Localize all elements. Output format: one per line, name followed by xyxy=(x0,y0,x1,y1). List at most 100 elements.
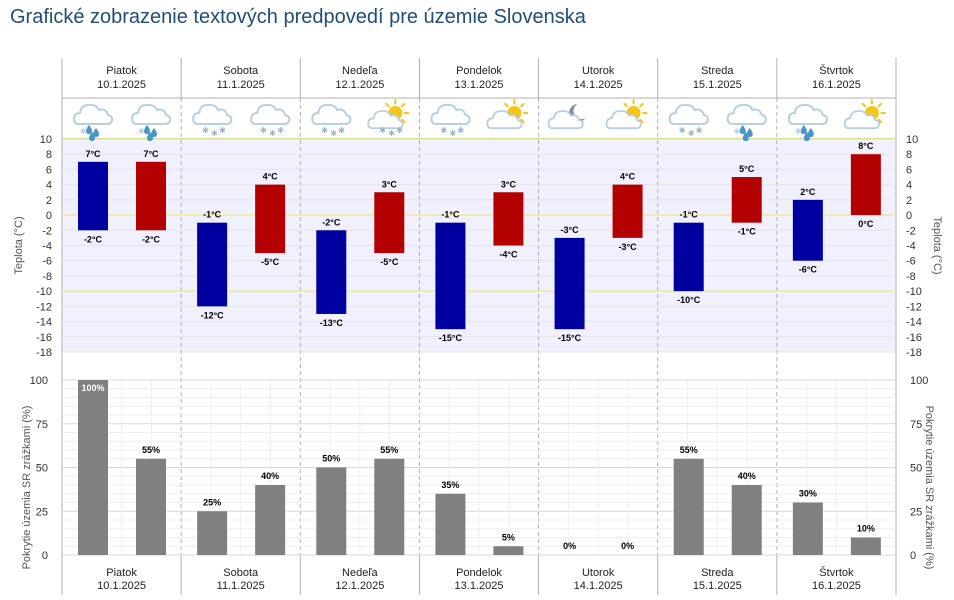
day-date-footer: 12.1.2025 xyxy=(335,580,384,592)
day-name-footer: Piatok xyxy=(106,567,137,579)
precipitation-bar xyxy=(493,546,524,555)
temperature-tick-right: 0 xyxy=(906,210,912,222)
snow-flake: ✱ xyxy=(277,126,284,135)
rain-drop xyxy=(86,125,92,134)
day-name-footer: Štvrtok xyxy=(819,566,854,579)
precipitation-tick-left: 25 xyxy=(36,506,48,518)
precipitation-tick-left: 100 xyxy=(30,375,48,387)
temperature-tick-right: -16 xyxy=(906,332,922,344)
min-temperature-bar xyxy=(673,222,704,292)
temperature-label-bottom: -6°C xyxy=(799,265,818,275)
temperature-tick-left: -2 xyxy=(42,225,52,237)
sun-cloud-icon xyxy=(605,99,648,130)
temperature-label-top: -3°C xyxy=(561,225,580,235)
cloud-rain-icon: ✱ xyxy=(73,103,114,141)
precipitation-bar xyxy=(792,502,823,555)
day-name-footer: Utorok xyxy=(582,567,615,579)
snow-flake: ✱ xyxy=(138,127,145,136)
min-temperature-bar xyxy=(316,230,347,314)
temperature-label-top: 7°C xyxy=(85,149,101,159)
sun-ray xyxy=(504,102,509,108)
cloud-shape xyxy=(787,103,829,125)
snow-flake: ✱ xyxy=(795,127,802,136)
rain-drop xyxy=(739,125,746,134)
temperature-tick-right: -2 xyxy=(906,225,916,237)
precipitation-label: 30% xyxy=(799,489,817,499)
day-date-header: 15.1.2025 xyxy=(693,79,742,91)
temperature-tick-right: 10 xyxy=(906,134,918,146)
day-date-header: 14.1.2025 xyxy=(574,79,623,91)
cloud-shape xyxy=(73,103,114,125)
snow-flake: ✱ xyxy=(734,127,741,136)
cloud-snow-icon: ✱ ✱ ✱ xyxy=(668,103,709,138)
temperature-tick-right: -8 xyxy=(906,271,916,283)
precipitation-label: 50% xyxy=(322,454,340,464)
temperature-label-top: 2°C xyxy=(800,187,816,197)
temperature-axis-title-right: Teplota (°C) xyxy=(931,216,943,274)
precipitation-tick-right: 25 xyxy=(910,506,922,518)
day-date-header: 10.1.2025 xyxy=(97,79,146,91)
sun-cloud-icon xyxy=(843,99,886,130)
cloud-snow-icon: ✱ ✱ ✱ xyxy=(192,103,233,138)
cloud-rain-icon: ✱ xyxy=(131,103,172,141)
sun-ray xyxy=(639,118,644,124)
snow-flake: ✱ xyxy=(269,129,276,138)
temperature-label-top: 4°C xyxy=(263,172,279,182)
precipitation-label: 55% xyxy=(680,445,698,455)
temperature-tick-left: -10 xyxy=(36,286,52,298)
temperature-tick-left: -18 xyxy=(36,347,52,359)
day-date-footer: 13.1.2025 xyxy=(455,580,504,592)
day-name-header: Sobota xyxy=(223,65,259,77)
precipitation-tick-right: 75 xyxy=(910,419,922,431)
temperature-tick-left: -4 xyxy=(42,241,52,253)
temperature-label-top: -1°C xyxy=(441,210,460,220)
sun-ray xyxy=(401,118,406,124)
temperature-label-bottom: -12°C xyxy=(201,310,225,320)
page-title: Grafické zobrazenie textových predpovedí… xyxy=(10,6,586,28)
temperature-label-top: 3°C xyxy=(501,179,517,189)
precipitation-bar xyxy=(374,458,405,555)
max-temperature-bar xyxy=(850,154,881,216)
cloud-snow-icon: ✱ ✱ ✱ xyxy=(430,103,471,138)
temperature-tick-right: -18 xyxy=(906,347,922,359)
cloud-snow-icon: ✱ ✱ ✱ xyxy=(311,103,352,138)
min-temperature-bar xyxy=(554,237,585,330)
rain-drop xyxy=(800,125,807,134)
day-name-header: Streda xyxy=(701,65,734,77)
snow-flake: ✱ xyxy=(688,129,695,138)
sun-cloud-icon xyxy=(486,99,529,130)
precipitation-tick-right: 50 xyxy=(910,463,922,475)
temperature-label-bottom: -15°C xyxy=(558,333,582,343)
snow-flake: ✱ xyxy=(457,126,464,135)
temperature-tick-left: -14 xyxy=(36,317,52,329)
temperature-tick-left: 10 xyxy=(40,134,52,146)
temperature-tick-right: 2 xyxy=(906,195,912,207)
precipitation-label: 100% xyxy=(81,383,104,393)
temperature-label-bottom: -2°C xyxy=(142,234,161,244)
snow-flake: ✱ xyxy=(260,126,267,135)
temperature-tick-left: -6 xyxy=(42,256,52,268)
snow-flake: ✱ xyxy=(80,127,87,136)
temperature-tick-left: -8 xyxy=(42,271,52,283)
snow-flake: ✱ xyxy=(202,126,209,135)
temperature-label-top: 5°C xyxy=(739,164,755,174)
temperature-label-bottom: -4°C xyxy=(499,250,518,260)
temperature-tick-right: 8 xyxy=(906,149,912,161)
precipitation-tick-left: 50 xyxy=(36,463,48,475)
temperature-axis-title-left: Teplota (°C) xyxy=(13,216,25,274)
precipitation-tick-right: 0 xyxy=(910,550,916,562)
max-temperature-bar xyxy=(374,192,405,254)
sun-ray xyxy=(877,118,883,124)
max-temperature-bar xyxy=(612,184,643,238)
cloud-shape xyxy=(192,103,233,125)
day-date-header: 12.1.2025 xyxy=(335,79,384,91)
precipitation-label: 25% xyxy=(203,497,221,507)
precipitation-bar xyxy=(850,537,881,555)
day-date-header: 11.1.2025 xyxy=(217,79,265,91)
temperature-label-top: 3°C xyxy=(382,179,398,189)
max-temperature-bar xyxy=(731,177,762,223)
precipitation-label: 40% xyxy=(738,471,756,481)
precipitation-bar xyxy=(731,485,762,555)
min-temperature-bar xyxy=(197,222,228,307)
precipitation-axis-title-left: Pokrytie územia SR zrážkami (%) xyxy=(21,406,33,570)
